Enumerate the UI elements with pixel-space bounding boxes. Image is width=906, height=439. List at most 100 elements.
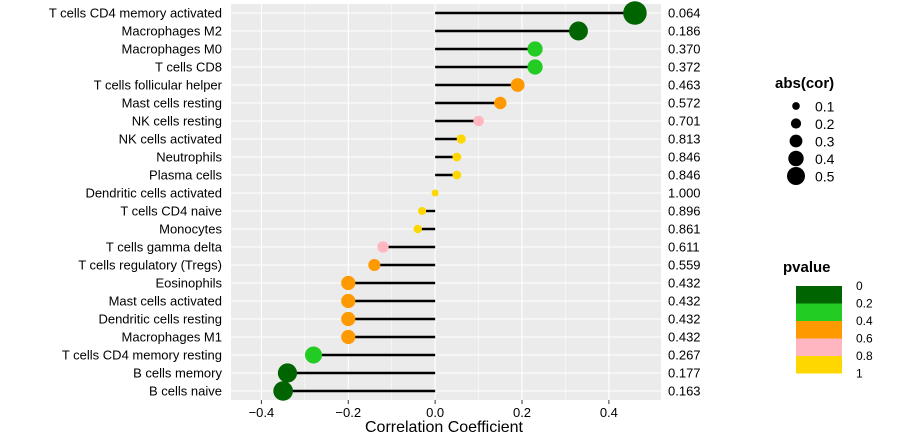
color-legend-label: 0.4 bbox=[856, 314, 873, 328]
color-legend-label: 1 bbox=[856, 367, 863, 381]
pvalue-label: 0.813 bbox=[668, 132, 701, 147]
pvalue-label: 0.432 bbox=[668, 312, 701, 327]
size-legend-key bbox=[788, 150, 804, 167]
lollipop-point bbox=[510, 78, 525, 92]
category-label: Macrophages M0 bbox=[122, 42, 222, 57]
lollipop-point bbox=[341, 329, 356, 345]
panel-background bbox=[231, 4, 661, 400]
lollipop-point bbox=[431, 189, 439, 197]
lollipop-point bbox=[304, 346, 323, 364]
category-label: Macrophages M2 bbox=[122, 24, 222, 39]
lollipop-point bbox=[341, 293, 356, 309]
lollipop-point bbox=[368, 258, 381, 272]
lollipop-point bbox=[456, 134, 466, 144]
pvalue-label: 0.572 bbox=[668, 96, 701, 111]
pvalue-label: 0.432 bbox=[668, 330, 701, 345]
x-tick-label: 0.0 bbox=[426, 405, 444, 420]
color-legend-key bbox=[796, 303, 842, 321]
color-legend-key bbox=[796, 338, 842, 356]
category-label: T cells CD4 memory resting bbox=[62, 348, 222, 363]
category-label: B cells memory bbox=[133, 366, 222, 381]
category-label: Dendritic cells resting bbox=[98, 312, 222, 327]
color-legend-title: pvalue bbox=[783, 259, 831, 276]
color-legend-key bbox=[796, 356, 842, 374]
pvalue-label: 0.432 bbox=[668, 276, 701, 291]
category-label: Mast cells resting bbox=[122, 96, 222, 111]
size-legend-title: abs(cor) bbox=[775, 75, 834, 92]
pvalue-label: 0.846 bbox=[668, 150, 701, 165]
category-label: T cells gamma delta bbox=[106, 240, 223, 255]
category-label: T cells CD8 bbox=[155, 60, 222, 75]
category-label: Neutrophils bbox=[156, 150, 222, 165]
category-label: Mast cells activated bbox=[109, 294, 222, 309]
category-label: NK cells activated bbox=[119, 132, 222, 147]
lollipop-point bbox=[452, 152, 462, 162]
lollipop-points bbox=[273, 1, 647, 401]
pvalue-label: 0.186 bbox=[668, 24, 701, 39]
color-legend-label: 0 bbox=[856, 279, 863, 293]
lollipop-point bbox=[473, 115, 484, 127]
pvalue-label: 0.861 bbox=[668, 222, 701, 237]
x-tick-label: −0.2 bbox=[335, 405, 361, 420]
category-label: T cells CD4 memory activated bbox=[49, 6, 222, 21]
size-legend-key bbox=[787, 167, 805, 185]
lollipop-point bbox=[494, 96, 507, 110]
x-axis-title: Correlation Coefficient bbox=[365, 419, 524, 436]
category-label: T cells CD4 naive bbox=[120, 204, 222, 219]
lollipop-point bbox=[413, 224, 422, 234]
pvalue-label: 0.701 bbox=[668, 114, 701, 129]
lollipop-point bbox=[277, 363, 298, 383]
lollipop-point bbox=[418, 206, 427, 216]
lollipop-point bbox=[527, 41, 543, 57]
color-legend-label: 0.8 bbox=[856, 349, 873, 363]
category-labels: T cells CD4 memory activated Macrophages … bbox=[49, 6, 223, 399]
x-axis-ticks: −0.4 −0.2 0.0 0.2 0.4 bbox=[249, 400, 618, 420]
pvalue-label: 0.463 bbox=[668, 78, 701, 93]
pvalue-label: 0.064 bbox=[668, 6, 701, 21]
size-legend-key bbox=[789, 134, 803, 148]
category-label: Eosinophils bbox=[156, 276, 223, 291]
size-legend-label: 0.4 bbox=[815, 151, 835, 167]
pvalue-label: 0.432 bbox=[668, 294, 701, 309]
color-legend-key bbox=[796, 321, 842, 339]
category-label: Dendritic cells activated bbox=[85, 186, 222, 201]
pvalue-labels: 0.064 0.186 0.370 0.372 0.463 0.572 0.701 0.813… bbox=[668, 6, 701, 399]
pvalue-label: 0.177 bbox=[668, 366, 701, 381]
category-label: T cells regulatory (Tregs) bbox=[78, 258, 222, 273]
lollipop-point bbox=[377, 241, 389, 253]
lollipop-point bbox=[452, 170, 462, 180]
color-legend-label: 0.6 bbox=[856, 332, 873, 346]
size-legend-label: 0.1 bbox=[815, 99, 835, 115]
lollipop-point bbox=[273, 381, 293, 401]
category-label: B cells naive bbox=[149, 384, 222, 399]
category-label: Macrophages M1 bbox=[122, 330, 222, 345]
x-tick-label: 0.4 bbox=[600, 405, 618, 420]
lollipop-point bbox=[569, 21, 588, 41]
lollipop-point bbox=[341, 275, 356, 291]
color-legend: pvalue 0 0.2 0.4 0.6 0.8 1 bbox=[783, 259, 873, 381]
pvalue-label: 0.370 bbox=[668, 42, 701, 57]
size-legend-label: 0.5 bbox=[815, 169, 835, 185]
x-tick-label: −0.4 bbox=[249, 405, 275, 420]
lollipop-point bbox=[527, 59, 543, 75]
size-legend-key bbox=[792, 102, 800, 110]
category-label: NK cells resting bbox=[132, 114, 222, 129]
color-legend-key bbox=[796, 286, 842, 304]
category-label: T cells follicular helper bbox=[94, 78, 223, 93]
pvalue-label: 0.896 bbox=[668, 204, 701, 219]
pvalue-label: 0.846 bbox=[668, 168, 701, 183]
size-legend-label: 0.2 bbox=[815, 116, 835, 132]
color-legend-label: 0.2 bbox=[856, 297, 873, 311]
category-label: Plasma cells bbox=[149, 168, 222, 183]
pvalue-label: 0.372 bbox=[668, 60, 701, 75]
x-tick-label: 0.2 bbox=[513, 405, 531, 420]
lollipop-point bbox=[341, 311, 356, 327]
category-label: Monocytes bbox=[159, 222, 222, 237]
pvalue-label: 0.611 bbox=[668, 240, 700, 255]
lollipop-point bbox=[623, 1, 647, 25]
pvalue-label: 0.559 bbox=[668, 258, 701, 273]
size-legend-key bbox=[790, 118, 802, 129]
size-legend: abs(cor) 0.10.2 0.30.4 0.5 bbox=[775, 75, 835, 185]
pvalue-label: 0.267 bbox=[668, 348, 701, 363]
